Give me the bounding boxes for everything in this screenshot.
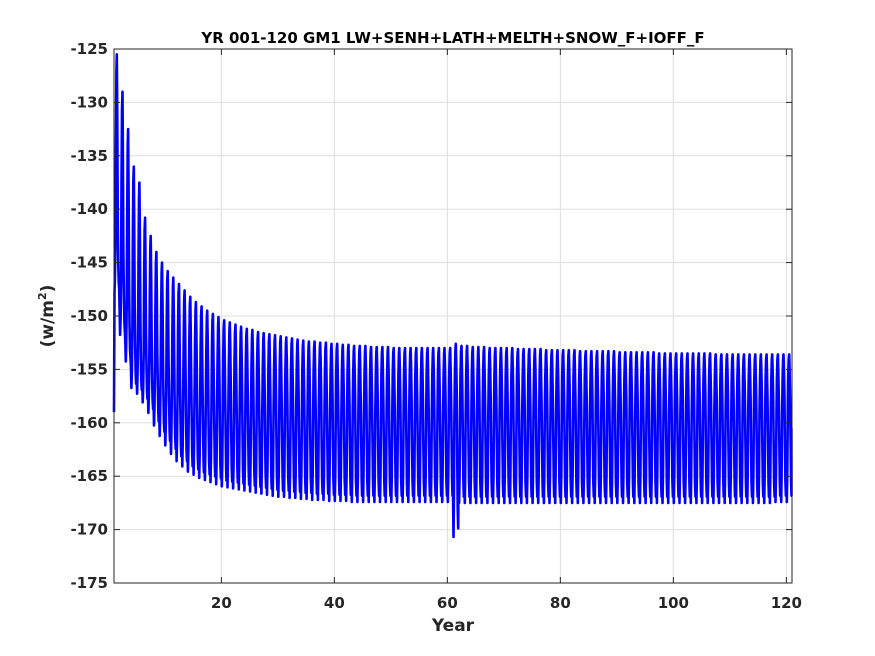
series-line	[112, 53, 793, 539]
x-tick-label: 120	[771, 594, 802, 612]
chart-title: YR 001-120 GM1 LW+SENH+LATH+MELTH+SNOW_F…	[200, 29, 704, 47]
axis-ticks	[114, 48, 792, 584]
x-tick-label: 20	[211, 594, 232, 612]
y-tick-label: -135	[70, 147, 108, 165]
y-tick-label: -175	[70, 574, 108, 592]
y-tick-label: -170	[70, 521, 108, 539]
y-tick-label: -125	[70, 40, 108, 58]
x-tick-label: 100	[658, 594, 689, 612]
y-tick-label: -160	[70, 414, 108, 432]
y-axis-label-superscript: 2	[36, 292, 49, 300]
data-series	[112, 53, 793, 539]
y-tick-label: -165	[70, 467, 108, 485]
x-tick-labels: 20 40 60 80 100 120	[211, 594, 802, 612]
y-tick-labels: -175 -170 -165 -160 -155 -150 -145 -140 -135 -130…	[70, 40, 108, 592]
y-tick-label: -145	[70, 254, 108, 272]
y-tick-label: -140	[70, 200, 108, 218]
y-tick-label: -130	[70, 93, 108, 111]
x-tick-label: 80	[550, 594, 571, 612]
y-tick-label: -150	[70, 307, 108, 325]
y-tick-label: -155	[70, 360, 108, 378]
y-axis-label-main: (w/m	[38, 300, 58, 347]
x-tick-label: 40	[324, 594, 345, 612]
x-tick-label: 60	[437, 594, 458, 612]
y-axis-label-close: )	[38, 285, 58, 293]
x-axis-label: Year	[431, 616, 475, 636]
y-axis-label: (w/m2)	[36, 285, 58, 348]
